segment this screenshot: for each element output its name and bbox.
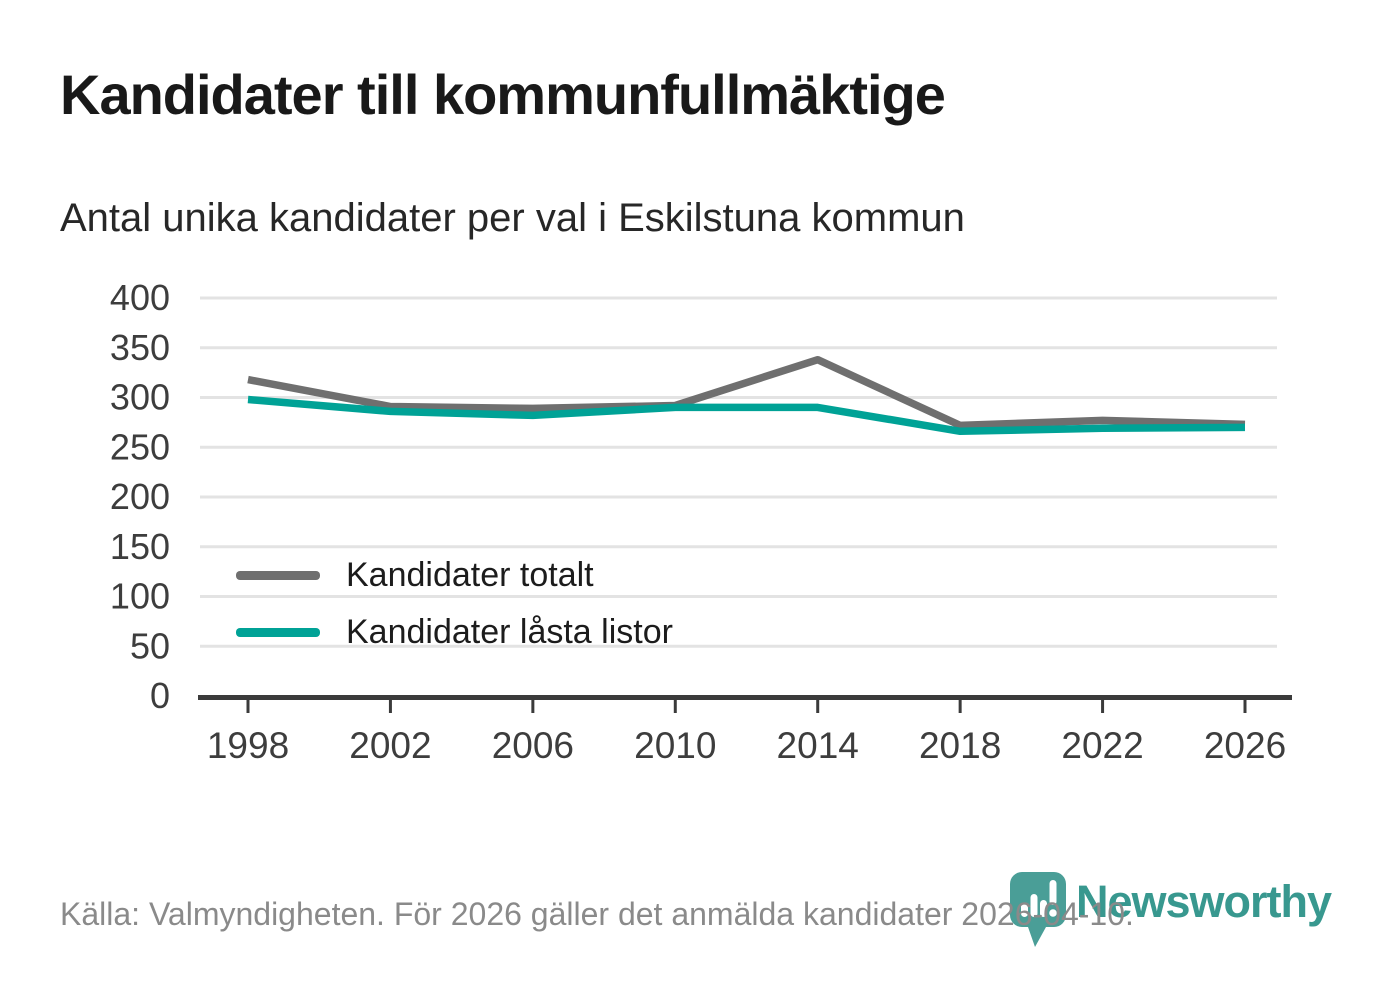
newsworthy-logo-text: Newsworthy: [1076, 876, 1332, 927]
newsworthy-logo-icon: [1010, 872, 1066, 947]
logo-bar-2: [1030, 894, 1038, 917]
chart-subtitle: Antal unika kandidater per val i Eskilst…: [60, 196, 965, 240]
series-line-0: [247, 355, 1246, 430]
y-tick-label-400: 400: [110, 277, 170, 318]
x-tick-label-2014: 2014: [777, 725, 859, 766]
logo-exclamation-dot: [1049, 909, 1057, 917]
legend-swatch-total: [236, 570, 320, 580]
chart-legend: Kandidater totalt Kandidater låsta listo…: [236, 556, 673, 670]
source-note: Källa: Valmyndigheten. För 2026 gäller d…: [60, 896, 1134, 932]
x-tick-label-2026: 2026: [1204, 725, 1286, 766]
legend-item-total: Kandidater totalt: [236, 556, 673, 594]
legend-label-locked-lists: Kandidater låsta listor: [346, 612, 673, 651]
logo-bar-1: [1021, 903, 1028, 917]
legend-item-locked-lists: Kandidater låsta listor: [236, 613, 673, 651]
series-line-1: [247, 395, 1246, 436]
legend-label-total: Kandidater totalt: [346, 555, 594, 594]
y-tick-label-250: 250: [110, 426, 170, 467]
x-tick-label-2006: 2006: [492, 725, 574, 766]
y-tick-label-100: 100: [110, 576, 170, 617]
y-tick-label-50: 50: [130, 625, 170, 666]
x-tick-label-2002: 2002: [349, 725, 431, 766]
y-tick-label-350: 350: [110, 327, 170, 368]
legend-swatch-locked-lists: [236, 627, 320, 637]
y-tick-label-300: 300: [110, 377, 170, 418]
chart-title: Kandidater till kommunfullmäktige: [60, 63, 946, 126]
x-tick-label-2022: 2022: [1061, 725, 1143, 766]
logo-bar-3: [1040, 900, 1047, 917]
x-tick-label-2018: 2018: [919, 725, 1001, 766]
newsworthy-logo: Newsworthy: [1010, 872, 1332, 952]
y-tick-label-0: 0: [150, 675, 170, 716]
x-tick-label-2010: 2010: [634, 725, 716, 766]
logo-exclamation-bar: [1049, 880, 1057, 905]
x-tick-label-1998: 1998: [207, 725, 289, 766]
y-tick-label-200: 200: [110, 476, 170, 517]
y-tick-label-150: 150: [110, 526, 170, 567]
